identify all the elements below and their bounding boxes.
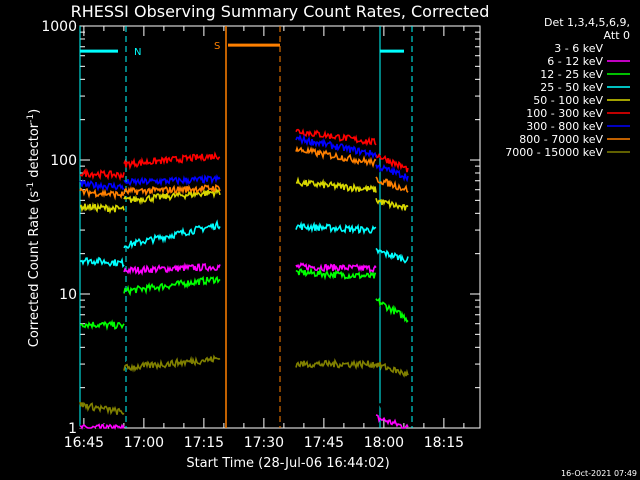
x-tick-label: 16:45 [64,435,104,451]
legend-item-label: 6 - 12 keV [547,55,603,68]
series-line-segment [295,351,377,365]
saa-flag-label: S [214,41,220,52]
plot-area: 1 10 100 1000 16:45 17:00 17:15 17:30 17:45 18:00… [41,19,481,451]
series-line-segment [295,358,377,370]
series-line-segment [79,201,125,215]
y-axis-label: Corrected Count Rate (s-1 detector-1) [26,109,42,347]
legend-item-label: 12 - 25 keV [540,68,603,81]
chart-title: RHESSI Observing Summary Count Rates, Co… [71,2,490,21]
series-line-segment [375,398,409,421]
legend-item-label: 7000 - 15000 keV [505,146,603,159]
series-line-segment [295,176,377,193]
series-line-segment [79,167,125,182]
timestamp: 16-Oct-2021 07:49 [561,469,637,478]
y-tick-label: 1000 [41,19,77,35]
x-tick-label: 17:30 [244,435,284,451]
series-line-segment [79,178,125,192]
series-line-segment [375,247,409,264]
series-line-segment [375,198,409,212]
series-line-segment [123,262,221,276]
series-12-25-kev [79,266,409,331]
series-25-50-kev [79,219,409,269]
y-tick-label: 1 [68,421,77,437]
x-tick-label: 17:15 [184,435,224,451]
series-line-segment [295,262,377,274]
series-7000-15000-kev [79,354,409,416]
series-line-segment [375,164,409,183]
series-line-segment [79,401,125,416]
x-tick-label: 18:15 [424,435,464,451]
series-line-segment [123,219,221,250]
series-800-7000-kev [79,145,409,201]
series-line-segment [375,361,409,378]
series-line-segment [295,133,377,160]
legend-item-label: 100 - 300 keV [526,107,603,120]
x-axis-label: Start Time (28-Jul-06 16:44:02) [186,456,389,471]
legend-item-label: 50 - 100 keV [533,94,603,107]
series-line-segment [79,319,125,331]
legend-item-label: 300 - 800 keV [526,120,603,133]
series-100-300-kev [79,128,409,182]
series-line-segment [375,414,409,429]
legend-item-label: 3 - 6 keV [554,42,603,55]
series-line-segment [295,266,377,281]
series-line-segment [375,176,409,193]
series-line-segment [123,350,221,370]
x-tick-label: 18:00 [364,435,404,451]
y-tick-label: 100 [50,153,77,169]
series-line-segment [123,151,221,171]
x-tick-label: 17:45 [304,435,344,451]
series-line-segment [123,275,221,297]
series-line-segment [295,145,377,169]
series-50-100-kev [79,176,409,215]
legend-item-label: 800 - 7000 keV [519,133,603,146]
y-tick-label: 10 [59,287,77,303]
legend-item-label: 25 - 50 keV [540,81,603,94]
series-line-segment [375,297,409,323]
series-line-segment [123,173,221,187]
series-6-12-kev [79,262,409,431]
series-line-segment [79,423,125,431]
series-line-segment [295,221,377,235]
series-line-segment [295,128,377,147]
series-300-800-kev [79,133,409,192]
series-line-segment [375,153,409,173]
x-tick-label: 17:00 [124,435,164,451]
series-line-segment [123,354,221,373]
series-line-segment [123,183,221,197]
series-line-segment [123,186,221,206]
legend-header-line2: Att 0 [604,29,630,42]
night-flag-label: N [134,47,141,58]
series-line-segment [79,422,125,430]
series-line-segment [79,187,125,201]
series-line-segment [79,256,125,269]
legend-header-line1: Det 1,3,4,5,6,9, [544,16,630,29]
series-3-6-kev [79,350,409,430]
